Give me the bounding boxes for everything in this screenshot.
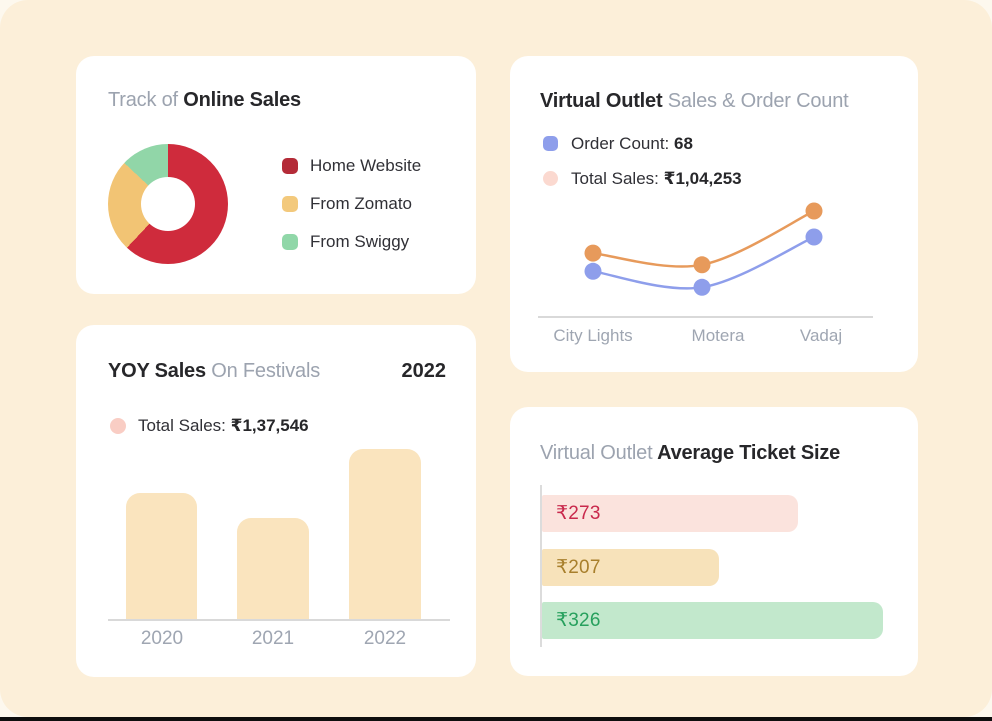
bar-value-label: ₹207 — [556, 557, 601, 578]
title-muted: Sales & Order Count — [667, 90, 849, 112]
window-bottom-edge — [0, 717, 992, 721]
year-badge: 2022 — [401, 360, 447, 382]
card-title: YOY Sales On Festivals — [108, 360, 320, 383]
legend-text: Total Sales: — [571, 168, 659, 188]
legend-item-total-sales: Total Sales: ₹1,04,253 — [543, 167, 742, 190]
x-label-2021: 2021 — [251, 628, 295, 649]
line-chart-legend: Order Count: 68 Total Sales: ₹1,04,253 — [543, 132, 742, 190]
x-axis-line — [108, 619, 450, 621]
yoy-bars — [76, 325, 476, 619]
donut-chart — [108, 144, 228, 264]
title-bold: Average Ticket Size — [657, 442, 841, 464]
yoy-legend: Total Sales: ₹1,37,546 — [110, 414, 309, 438]
ticket-bar: ₹326 — [542, 602, 883, 639]
legend-item-from-zomato: From Zomato — [282, 192, 421, 216]
data-point — [693, 278, 711, 296]
data-point — [805, 228, 823, 246]
order-count-value: 68 — [674, 133, 693, 153]
legend-label: From Swiggy — [310, 232, 410, 251]
bar-2022 — [349, 449, 421, 619]
card-online-sales: Track of Online Sales Home Website From … — [76, 56, 476, 294]
legend-text: Total Sales: — [138, 416, 226, 435]
legend-item-home-website: Home Website — [282, 154, 421, 178]
data-point — [805, 202, 823, 220]
total-sales-value: ₹1,37,546 — [230, 416, 309, 435]
legend-dot-icon — [282, 158, 298, 174]
card-average-ticket-size: Virtual Outlet Average Ticket Size ₹273 … — [510, 407, 918, 676]
y-axis-line — [540, 485, 542, 647]
title-bold: Online Sales — [183, 89, 301, 111]
card-yoy-sales: YOY Sales On Festivals 2022 Total Sales:… — [76, 325, 476, 677]
title-muted: Track of — [108, 89, 178, 111]
bar-2020 — [126, 493, 197, 619]
legend-dot-icon — [282, 196, 298, 212]
legend-item-from-swiggy: From Swiggy — [282, 230, 421, 254]
legend-dot-icon — [282, 234, 298, 250]
card-title: Virtual Outlet Sales & Order Count — [540, 90, 849, 113]
legend-label: Total Sales: ₹1,04,253 — [571, 169, 742, 189]
data-point — [584, 262, 602, 280]
ticket-bar: ₹207 — [542, 549, 719, 586]
data-point — [693, 256, 711, 274]
x-label-2020: 2020 — [140, 628, 184, 649]
x-label-2022: 2022 — [363, 628, 407, 649]
card-title: Track of Online Sales — [108, 89, 301, 112]
legend-dot-icon — [110, 418, 126, 434]
legend-item-order-count: Order Count: 68 — [543, 132, 742, 155]
legend-text: Order Count: — [571, 133, 670, 153]
legend-item-total-sales: Total Sales: ₹1,37,546 — [110, 414, 309, 438]
bar-value-label: ₹273 — [556, 503, 601, 524]
total-sales-value: ₹1,04,253 — [663, 168, 742, 188]
title-bold: YOY Sales — [108, 360, 206, 382]
bar-value-label: ₹326 — [556, 610, 601, 631]
line-chart-svg — [538, 202, 873, 318]
title-bold: Virtual Outlet — [540, 90, 663, 112]
ticket-bar: ₹273 — [542, 495, 798, 532]
title-muted: Virtual Outlet — [540, 442, 653, 464]
legend-label: Home Website — [310, 156, 422, 175]
title-muted: On Festivals — [211, 360, 321, 382]
donut-legend: Home Website From Zomato From Swiggy — [282, 154, 421, 254]
legend-label: Total Sales: ₹1,37,546 — [138, 416, 309, 436]
legend-dot-icon — [543, 171, 558, 186]
bar-2021 — [237, 518, 309, 619]
legend-label: Order Count: 68 — [571, 134, 693, 154]
x-label-motera: Motera — [691, 326, 745, 345]
x-label-vadaj: Vadaj — [799, 326, 843, 345]
legend-dot-icon — [543, 136, 558, 151]
card-title: Virtual Outlet Average Ticket Size — [540, 442, 840, 465]
legend-label: From Zomato — [310, 194, 413, 213]
card-sales-order-count: Virtual Outlet Sales & Order Count Order… — [510, 56, 918, 372]
x-label-city-lights: City Lights — [553, 326, 633, 345]
data-point — [584, 244, 602, 262]
